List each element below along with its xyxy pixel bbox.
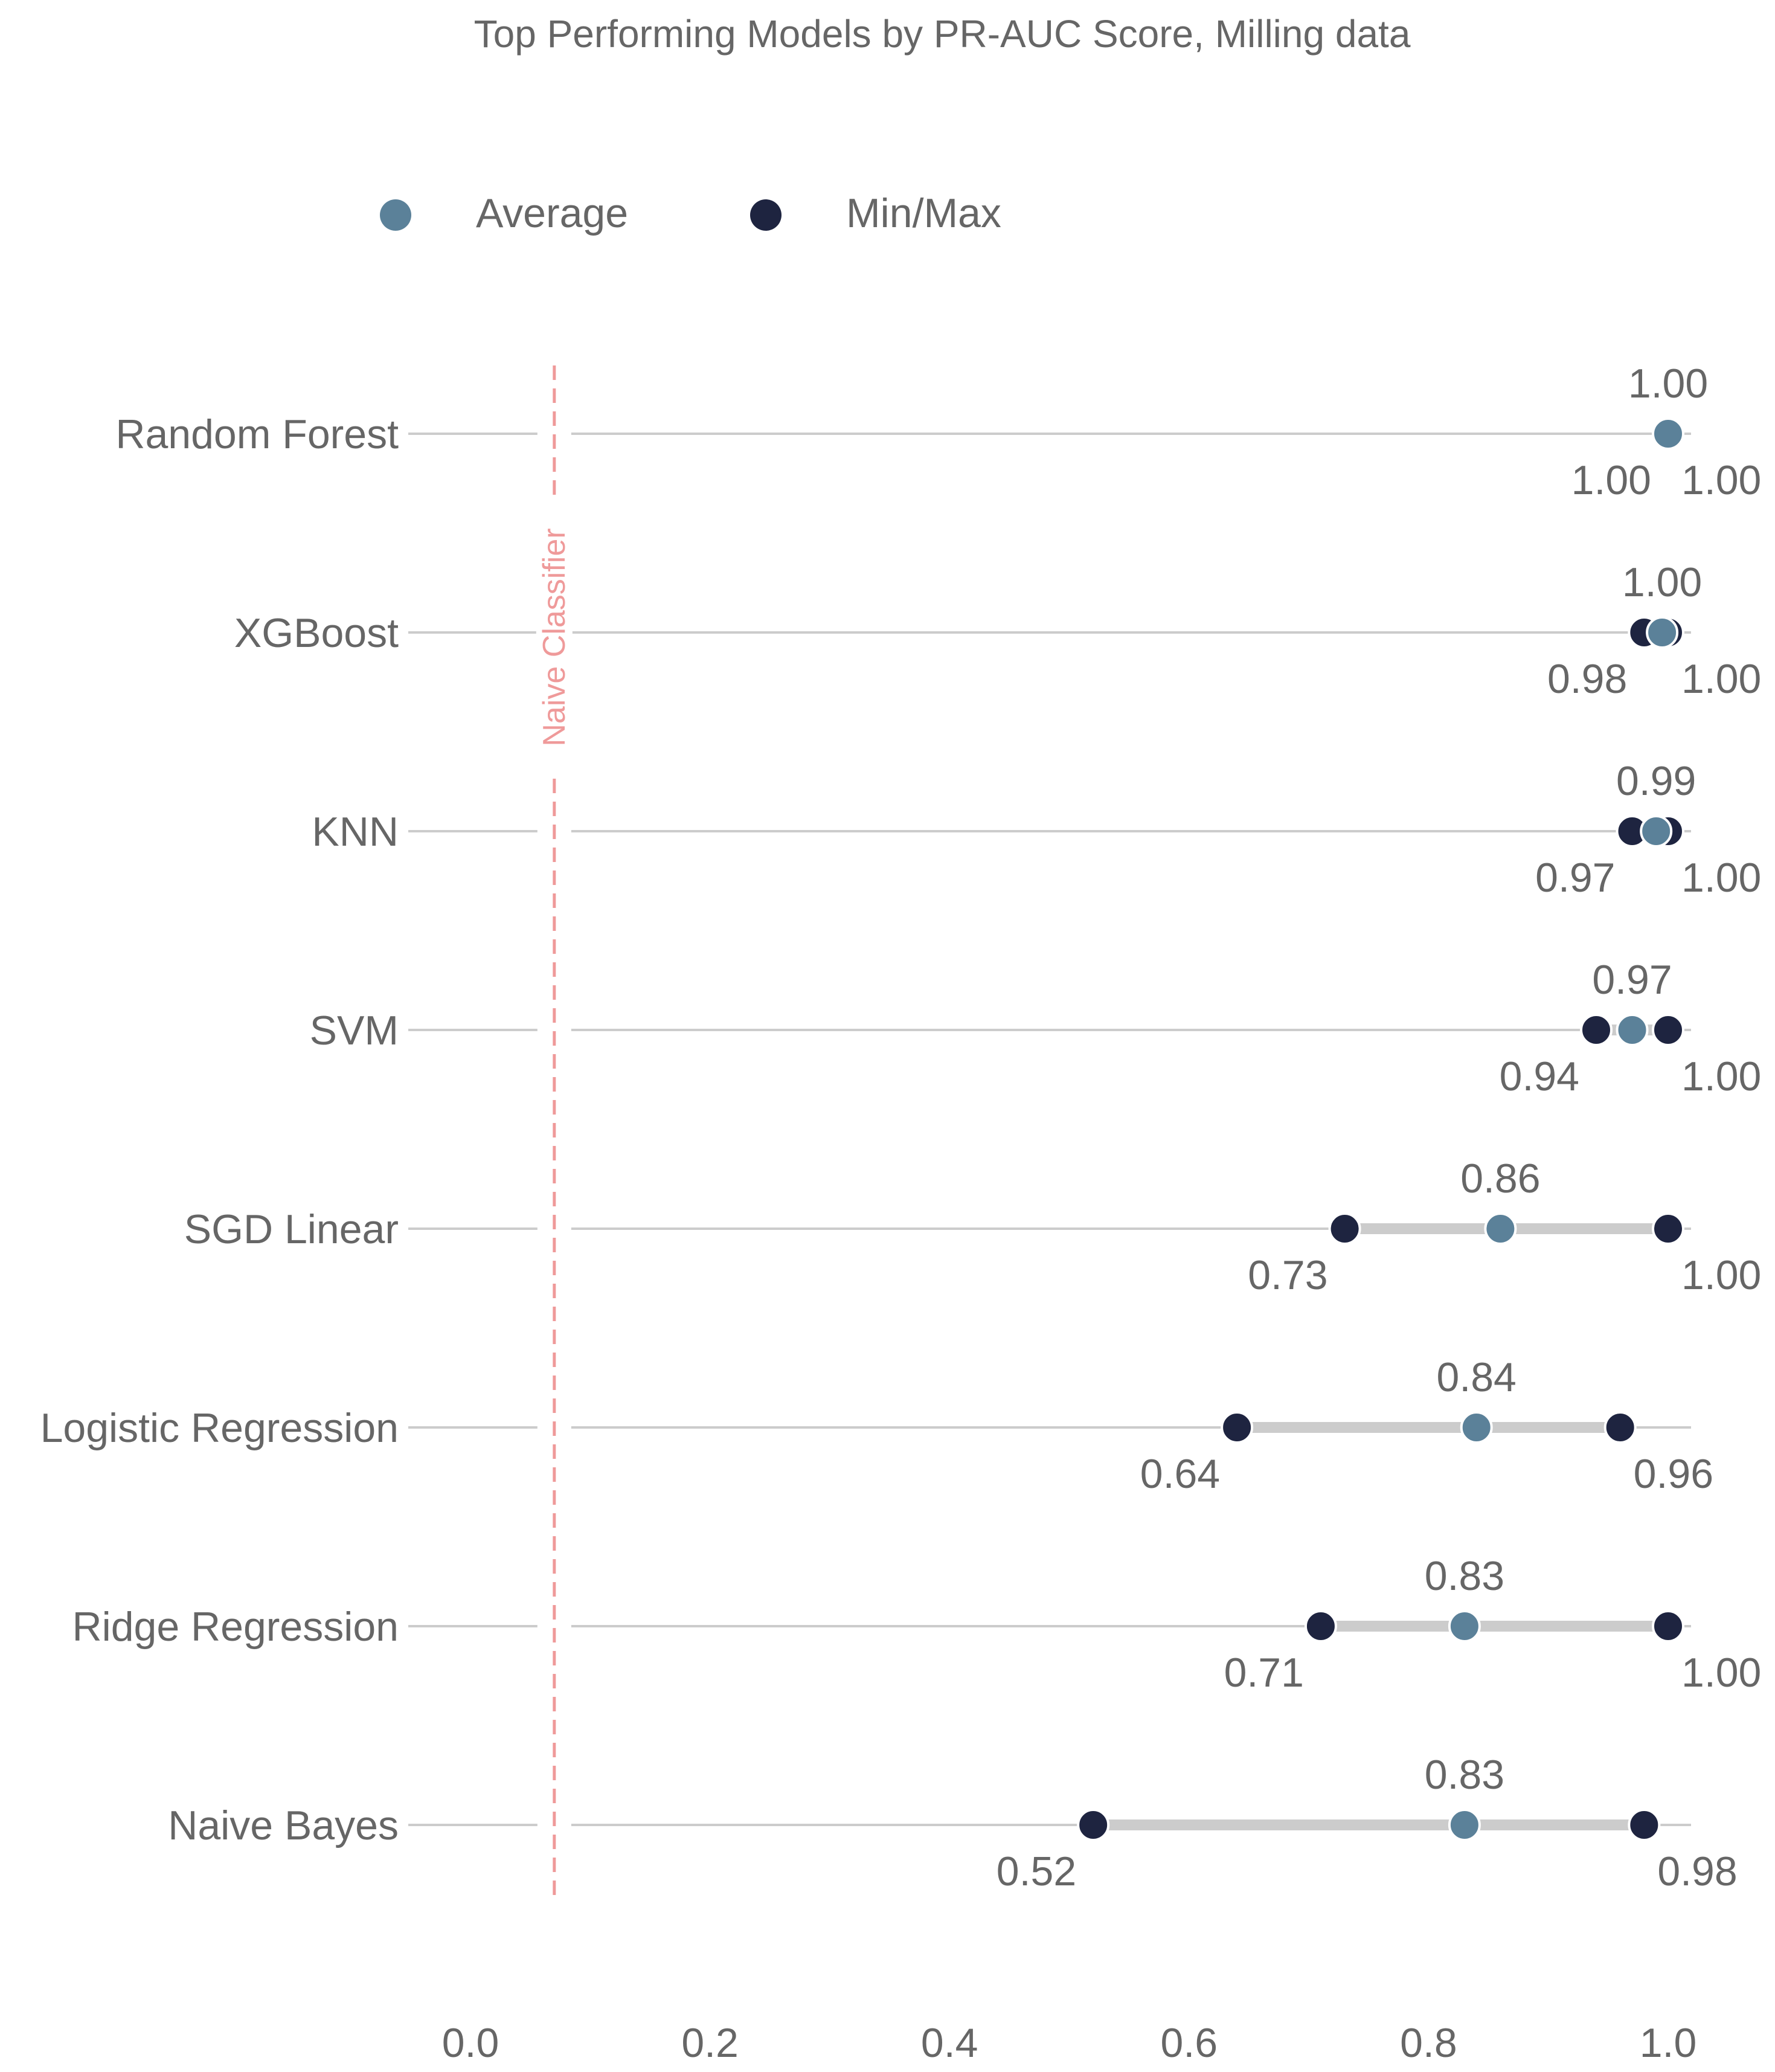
min-value-label: 0.52 (997, 1848, 1076, 1894)
min-value-label: 0.71 (1224, 1650, 1304, 1696)
average-marker (1448, 1809, 1481, 1841)
category-label: Logistic Regression (40, 1405, 399, 1451)
category-label: Random Forest (115, 411, 399, 457)
naive-classifier-label: Naive Classifier (537, 528, 572, 746)
max-marker (1652, 1014, 1684, 1046)
x-axis-ticks: 0.0 0.2 0.4 0.6 0.8 1.0 (442, 2020, 1697, 2066)
row-6: Ridge Regression 0.83 0.71 1.00 (72, 1553, 1761, 1696)
min-marker (1328, 1212, 1361, 1245)
category-label: SGD Linear (184, 1206, 399, 1252)
min-value-label: 0.73 (1248, 1252, 1327, 1298)
average-marker (1484, 1212, 1517, 1245)
row-4: SGD Linear 0.86 0.73 1.00 (184, 1156, 1762, 1298)
average-marker (1448, 1610, 1481, 1642)
average-value-label: 1.00 (1622, 559, 1702, 605)
x-tick-label: 0.4 (921, 2020, 978, 2066)
x-tick-label: 0.2 (681, 2020, 739, 2066)
max-value-label: 1.00 (1681, 1650, 1761, 1696)
row-3: SVM 0.97 0.94 1.00 (310, 957, 1762, 1099)
average-value-label: 1.00 (1628, 361, 1708, 407)
average-marker (1640, 815, 1673, 848)
legend-average-label: Average (476, 190, 628, 236)
average-marker (1652, 417, 1684, 450)
max-marker (1652, 1212, 1684, 1245)
reference-label-backing (536, 498, 573, 776)
average-value-label: 0.97 (1592, 957, 1672, 1003)
chart-title: Top Performing Models by PR-AUC Score, M… (474, 12, 1411, 56)
average-value-label: 0.99 (1616, 758, 1696, 804)
max-value-label: 1.00 (1681, 656, 1761, 702)
min-value-label: 0.94 (1500, 1054, 1579, 1099)
min-marker (1221, 1411, 1254, 1444)
average-value-label: 0.86 (1460, 1156, 1540, 1202)
max-value-label: 1.00 (1681, 1252, 1761, 1298)
min-marker (1304, 1610, 1337, 1642)
min-value-label: 0.97 (1535, 855, 1615, 901)
max-marker (1652, 1610, 1684, 1642)
category-label: XGBoost (234, 610, 399, 656)
average-marker (1460, 1411, 1493, 1444)
average-marker (1646, 616, 1679, 649)
average-value-label: 0.84 (1437, 1354, 1517, 1400)
average-value-label: 0.83 (1425, 1553, 1504, 1599)
min-value-label: 0.98 (1547, 656, 1627, 702)
max-value-label: 1.00 (1681, 855, 1761, 901)
legend: Average Min/Max (380, 190, 1001, 236)
category-label: SVM (310, 1008, 399, 1054)
category-label: KNN (312, 809, 399, 855)
max-value-label: 1.00 (1681, 457, 1761, 503)
max-marker (1603, 1411, 1637, 1444)
legend-average-marker (380, 199, 411, 231)
max-value-label: 0.96 (1634, 1451, 1713, 1497)
max-value-label: 1.00 (1681, 1054, 1761, 1099)
x-tick-label: 0.6 (1161, 2020, 1218, 2066)
x-tick-label: 0.0 (442, 2020, 499, 2066)
row-5: Logistic Regression 0.84 0.64 0.96 (40, 1354, 1713, 1497)
max-value-label: 0.98 (1657, 1848, 1737, 1894)
average-marker (1616, 1014, 1649, 1046)
min-value-label: 1.00 (1571, 457, 1651, 503)
row-1: XGBoost 1.00 0.98 1.00 (234, 559, 1762, 702)
row-2: KNN 0.99 0.97 1.00 (312, 758, 1761, 901)
average-value-label: 0.83 (1425, 1752, 1504, 1798)
max-marker (1628, 1809, 1661, 1841)
naive-classifier-reference: Naive Classifier (536, 365, 573, 1897)
min-value-label: 0.64 (1140, 1451, 1220, 1497)
category-label: Naive Bayes (168, 1803, 399, 1848)
min-marker (1580, 1014, 1613, 1046)
min-marker (1077, 1809, 1110, 1841)
legend-minmax-marker (750, 199, 782, 231)
category-label: Ridge Regression (72, 1604, 399, 1650)
legend-minmax-label: Min/Max (846, 190, 1001, 236)
row-0: Random Forest 1.00 1.00 1.00 (115, 361, 1761, 503)
x-tick-label: 1.0 (1640, 2020, 1697, 2066)
chart-rows: Random Forest 1.00 1.00 1.00 XGBoost 1.00 0.98… (40, 361, 1762, 1894)
x-tick-label: 0.8 (1400, 2020, 1457, 2066)
row-7: Naive Bayes 0.83 0.52 0.98 (168, 1752, 1737, 1894)
